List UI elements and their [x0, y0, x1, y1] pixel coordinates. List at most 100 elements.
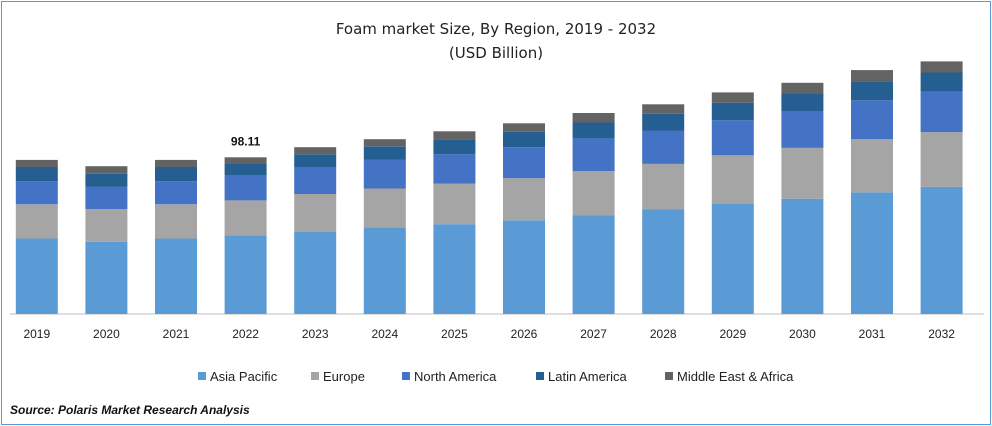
bar-2019-series-3	[15, 167, 58, 182]
legend-swatch	[311, 372, 319, 380]
bar-2024-series-1	[363, 188, 406, 228]
legend-label: Latin America	[548, 369, 628, 384]
bar-2023-series-0	[294, 231, 337, 314]
bar-2028-series-4	[642, 104, 685, 114]
legend-swatch	[402, 372, 410, 380]
bars-group	[15, 61, 963, 314]
x-tick-label: 2019	[23, 327, 50, 341]
x-tick-label: 2032	[928, 327, 955, 341]
bar-2020-series-3	[85, 173, 128, 187]
bar-2031-series-1	[851, 139, 893, 193]
bar-2021-series-2	[155, 181, 197, 205]
bar-2031-series-3	[851, 81, 893, 101]
x-tick-label: 2022	[232, 327, 259, 341]
bar-2026-series-3	[503, 131, 545, 148]
x-tick-label: 2024	[371, 327, 398, 341]
bar-2024-series-4	[363, 139, 406, 147]
x-tick-label: 2020	[93, 327, 120, 341]
bar-2030-series-4	[781, 82, 824, 94]
bar-2019-series-0	[15, 238, 58, 314]
legend-label: Middle East & Africa	[677, 369, 794, 384]
bar-2023-series-1	[294, 194, 337, 232]
bar-2021-series-4	[155, 159, 197, 167]
bar-2032-series-1	[920, 132, 963, 187]
bar-2024-series-0	[363, 227, 406, 314]
bar-2029-series-3	[711, 102, 754, 121]
bar-2031-series-2	[851, 100, 893, 140]
bar-2026-series-0	[503, 220, 545, 314]
bar-2019-series-2	[15, 181, 58, 205]
bar-2023-series-4	[294, 147, 337, 155]
legend-swatch	[198, 372, 206, 380]
bar-2020-series-0	[85, 241, 128, 314]
bar-2028-series-3	[642, 113, 685, 131]
x-tick-label: 2031	[859, 327, 886, 341]
x-tick-label: 2027	[580, 327, 607, 341]
source-note: Source: Polaris Market Research Analysis	[10, 403, 250, 417]
bar-2029-series-1	[711, 155, 754, 204]
bar-2032-series-3	[920, 72, 963, 92]
bar-2019-series-4	[15, 159, 58, 167]
bar-2031-series-4	[851, 70, 893, 82]
bar-2024-series-3	[363, 146, 406, 160]
bar-2028-series-1	[642, 163, 685, 210]
chart-subtitle: (USD Billion)	[448, 44, 544, 62]
bar-2032-series-4	[920, 61, 963, 73]
bar-2025-series-3	[433, 139, 476, 155]
bar-2030-series-3	[781, 93, 824, 112]
bar-2032-series-2	[920, 91, 963, 133]
bar-2027-series-3	[572, 122, 615, 139]
data-label: 98.11	[231, 134, 261, 148]
x-tick-label: 2029	[719, 327, 746, 341]
bar-2022-series-1	[224, 200, 267, 236]
bar-2019-series-1	[15, 204, 58, 239]
bar-2026-series-2	[503, 147, 545, 179]
bar-2021-series-1	[155, 204, 197, 239]
x-tick-label: 2025	[441, 327, 468, 341]
x-tick-label: 2021	[163, 327, 190, 341]
bar-2029-series-2	[711, 120, 754, 156]
bar-2029-series-0	[711, 203, 754, 314]
bar-2026-series-4	[503, 123, 545, 132]
legend-label: Asia Pacific	[210, 369, 278, 384]
bar-2028-series-2	[642, 130, 685, 164]
data-annotations: 98.11	[231, 134, 261, 148]
bar-2020-series-4	[85, 166, 128, 174]
legend-label: Europe	[323, 369, 365, 384]
bar-2025-series-4	[433, 131, 476, 140]
bar-2032-series-0	[920, 186, 963, 314]
bar-2028-series-0	[642, 209, 685, 314]
x-tick-label: 2028	[650, 327, 677, 341]
bar-2022-series-0	[224, 235, 267, 314]
bar-2023-series-3	[294, 154, 337, 167]
x-tick-labels: 2019 2020 2021 2022 2023 2024 2025 2026 2027 2028…	[23, 327, 955, 341]
bar-2030-series-1	[781, 148, 824, 199]
bar-2020-series-1	[85, 209, 128, 242]
bar-2022-series-3	[224, 163, 267, 175]
bar-2026-series-1	[503, 178, 545, 221]
bar-2030-series-2	[781, 111, 824, 148]
legend: Asia Pacific Europe North America Latin Ame…	[198, 369, 794, 384]
bar-2031-series-0	[851, 192, 893, 314]
bar-2025-series-0	[433, 224, 476, 314]
x-tick-label: 2023	[302, 327, 329, 341]
x-tick-label: 2026	[511, 327, 538, 341]
bar-2027-series-0	[572, 215, 615, 314]
legend-label: North America	[414, 369, 497, 384]
x-tick-label: 2030	[789, 327, 816, 341]
bar-2022-series-2	[224, 175, 267, 201]
bar-2020-series-2	[85, 186, 128, 210]
legend-swatch	[665, 372, 673, 380]
bar-2024-series-2	[363, 159, 406, 189]
bar-2021-series-3	[155, 167, 197, 182]
bar-2030-series-0	[781, 198, 824, 314]
bar-2025-series-1	[433, 183, 476, 225]
chart-title: Foam market Size, By Region, 2019 - 2032	[335, 20, 657, 38]
bar-2025-series-2	[433, 154, 476, 184]
bar-2021-series-0	[155, 238, 197, 314]
bar-2027-series-1	[572, 171, 615, 216]
bar-2027-series-2	[572, 138, 615, 171]
bar-2023-series-2	[294, 167, 337, 194]
legend-swatch	[536, 372, 544, 380]
